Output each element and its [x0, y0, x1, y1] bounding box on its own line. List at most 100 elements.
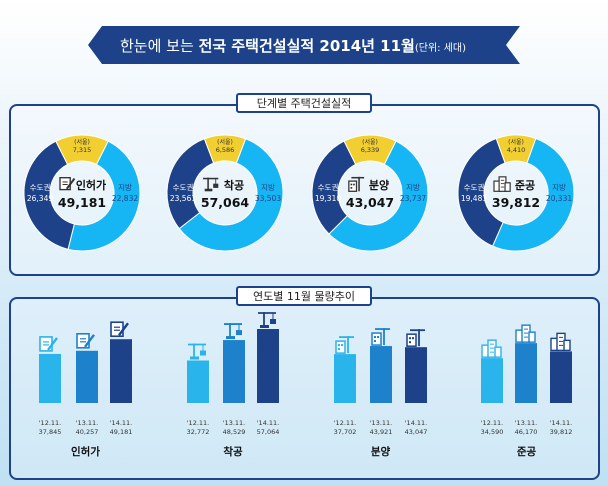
- bar-value-label: 43,047: [405, 428, 428, 436]
- donut-slice-seoul: [343, 134, 397, 166]
- trend-panel-title: 연도별 11월 물량추이: [236, 286, 372, 306]
- bar-year-label: '12.11.: [39, 419, 61, 427]
- title-prefix: 한눈에 보는: [120, 37, 194, 55]
- bar-year-label: '14.11.: [110, 419, 132, 427]
- bar: [481, 358, 503, 403]
- capital-label: 수도권: [30, 183, 51, 192]
- donut-slice-local: [178, 138, 284, 252]
- bar: [370, 346, 392, 403]
- capital-value: 23,561: [170, 194, 196, 203]
- bar-year-label: '12.11.: [334, 419, 356, 427]
- bar: [334, 354, 356, 403]
- local-label: 지방: [261, 182, 275, 192]
- bar-year-label: '12.11.: [187, 419, 209, 427]
- bar: [405, 347, 427, 403]
- seoul-label: (서울): [362, 138, 378, 146]
- bar-value-label: 34,590: [481, 428, 504, 436]
- page-title: 한눈에 보는 전국 주택건설실적 2014년 11월(단위: 세대): [120, 35, 466, 56]
- local-label: 지방: [552, 182, 566, 192]
- donut-slice-local: [328, 140, 429, 252]
- bar: [76, 350, 98, 403]
- capital-label: 수도권: [464, 183, 485, 192]
- donut-slice-local: [491, 137, 575, 252]
- donut-slice-capital: [23, 140, 75, 250]
- group-name: 착공: [223, 445, 243, 458]
- local-value: 33,503: [255, 194, 281, 203]
- title-banner: [88, 26, 520, 64]
- stage-total: 39,812: [492, 195, 540, 210]
- crane-icon: [224, 323, 242, 340]
- bar-year-label: '13.11.: [515, 419, 537, 427]
- local-value: 23,737: [400, 194, 426, 203]
- bar-value-label: 43,921: [370, 428, 393, 436]
- bar-year-label: '12.11.: [481, 419, 503, 427]
- bar-value-label: 46,170: [515, 428, 538, 436]
- crane-icon: [188, 343, 206, 360]
- bar: [223, 340, 245, 403]
- seoul-label: (서울): [74, 138, 90, 146]
- bar: [257, 329, 279, 403]
- bar-value-label: 32,772: [187, 428, 210, 436]
- capital-label: 수도권: [173, 183, 194, 192]
- building-crane-icon: [371, 328, 390, 346]
- bar-value-label: 40,257: [76, 428, 99, 436]
- donut-slice-seoul: [55, 134, 109, 166]
- bar: [110, 339, 132, 403]
- building-crane-icon: [406, 329, 425, 347]
- group-name: 분양: [371, 445, 391, 458]
- crane-icon: [258, 312, 276, 328]
- seoul-value: 6,339: [361, 146, 380, 154]
- buildings-icon: [515, 324, 536, 343]
- crane-icon: [203, 177, 219, 192]
- capital-value: 26,349: [27, 194, 53, 203]
- donut-slice-local: [67, 140, 141, 252]
- stage-total: 43,047: [346, 195, 394, 210]
- title-main: 전국 주택건설실적 2014년 11월: [198, 37, 415, 55]
- building-crane-icon: [335, 336, 354, 354]
- local-value: 22,832: [112, 194, 138, 203]
- bar-value-label: 37,702: [334, 428, 357, 436]
- bar: [187, 360, 209, 403]
- bar-value-label: 37,845: [39, 428, 62, 436]
- stage-name: 착공: [224, 178, 244, 192]
- seoul-value: 4,410: [507, 146, 526, 154]
- stage-name: 인허가: [76, 178, 106, 192]
- bar-year-label: '13.11.: [76, 419, 98, 427]
- capital-value: 19,310: [315, 194, 341, 203]
- stage-panel-title: 단계별 주택건설실적: [236, 93, 372, 113]
- bar: [39, 353, 61, 403]
- seoul-value: 7,315: [73, 146, 92, 154]
- building-crane-icon: [348, 176, 365, 192]
- stage-total: 57,064: [201, 195, 250, 210]
- donut-slice-capital: [311, 140, 357, 235]
- local-label: 지방: [118, 182, 132, 192]
- bar-value-label: 49,181: [110, 428, 133, 436]
- stage-name: 분양: [369, 178, 389, 192]
- document-pencil-icon: [59, 177, 76, 191]
- donut-slice-seoul: [203, 134, 247, 164]
- bar-year-label: '14.11.: [257, 419, 279, 427]
- buildings-icon: [550, 332, 571, 352]
- group-name: 인허가: [71, 445, 100, 458]
- seoul-label: (서울): [508, 138, 524, 146]
- bar-value-label: 48,529: [223, 428, 246, 436]
- document-pencil-icon: [110, 321, 129, 338]
- bar-year-label: '13.11.: [370, 419, 392, 427]
- document-pencil-icon: [39, 336, 58, 352]
- capital-value: 19,481: [461, 194, 487, 203]
- donut-slice-seoul: [495, 134, 537, 164]
- bar: [550, 351, 572, 403]
- buildings-icon: [493, 176, 511, 192]
- buildings-icon: [481, 339, 502, 358]
- bar-year-label: '13.11.: [223, 419, 245, 427]
- title-unit: (단위: 세대): [414, 43, 467, 54]
- group-name: 준공: [517, 446, 537, 458]
- document-pencil-icon: [76, 332, 95, 349]
- seoul-value: 6,586: [216, 146, 235, 154]
- seoul-label: (서울): [217, 138, 233, 146]
- local-value: 20,331: [546, 194, 572, 203]
- bar-year-label: '14.11.: [405, 419, 427, 427]
- stage-total: 49,181: [58, 195, 106, 210]
